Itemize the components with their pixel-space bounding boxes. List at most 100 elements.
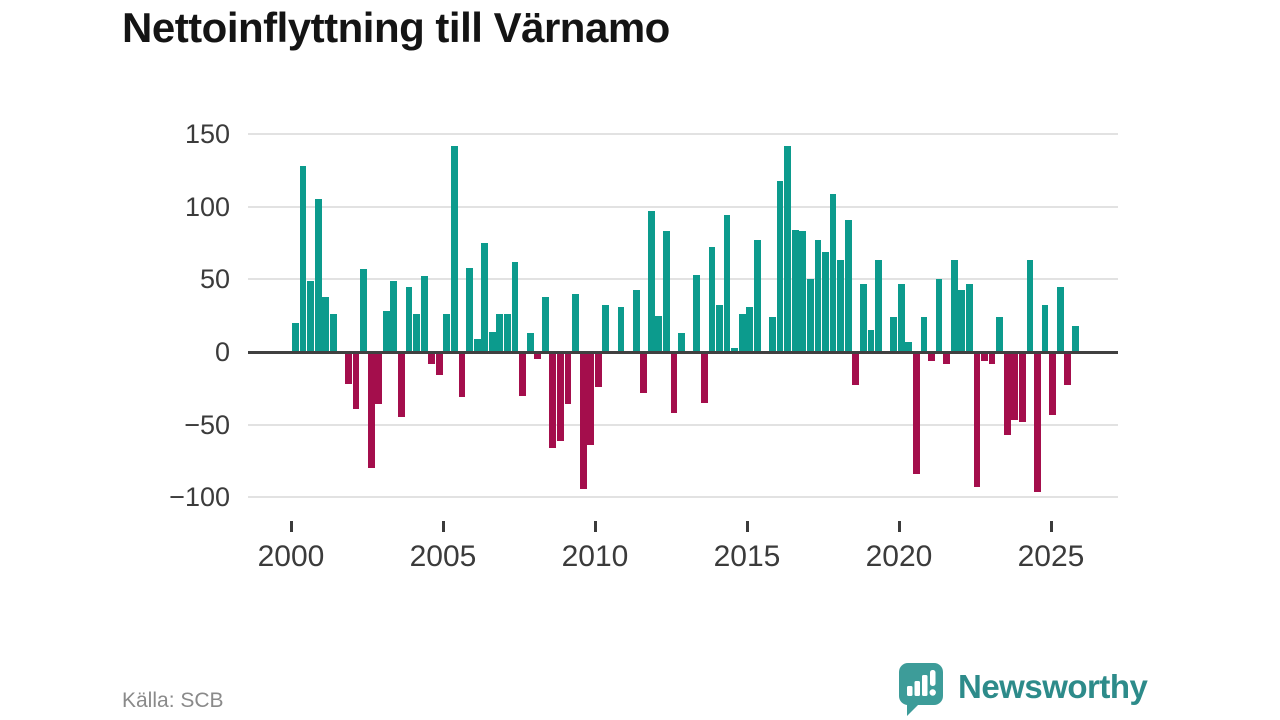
x-tick-label: 2000 xyxy=(257,540,325,573)
bar-negative xyxy=(352,353,360,409)
brand-logo: Newsworthy xyxy=(898,662,1148,718)
bar-negative xyxy=(594,353,602,387)
bar-positive xyxy=(716,305,723,352)
bar-positive xyxy=(905,341,913,352)
bar-negative xyxy=(670,353,678,414)
bar-negative xyxy=(345,353,352,385)
bar-positive xyxy=(504,314,511,352)
bar-negative xyxy=(912,353,920,475)
bar-positive xyxy=(935,279,943,352)
bar-positive xyxy=(806,279,814,352)
y-tick-label: −50 xyxy=(184,409,230,440)
bar-negative xyxy=(928,353,935,361)
bar-positive xyxy=(572,293,579,352)
bar-positive xyxy=(647,211,655,352)
bar-positive xyxy=(746,306,754,352)
bar-positive xyxy=(859,283,867,352)
x-tick-mark xyxy=(745,521,749,532)
bar-positive xyxy=(844,219,852,352)
x-tick-label: 2025 xyxy=(1017,540,1085,573)
x-tick-mark xyxy=(1049,521,1053,532)
y-tick-label: 0 xyxy=(214,337,230,367)
bar-negative xyxy=(943,353,951,364)
bar-positive xyxy=(307,280,314,352)
x-tick-label: 2015 xyxy=(713,540,781,573)
bar-negative xyxy=(1034,353,1041,492)
bar-positive xyxy=(822,251,829,352)
bar-positive xyxy=(466,267,473,352)
bar-chart-speech-bubble-icon xyxy=(898,663,943,716)
bar-positive xyxy=(965,283,973,352)
bar-positive xyxy=(897,283,905,352)
bar-positive xyxy=(496,314,504,352)
x-tick-label: 2005 xyxy=(409,540,477,573)
bar-negative xyxy=(700,353,708,403)
bar-negative xyxy=(852,353,860,386)
bar-positive xyxy=(420,276,428,352)
bar-positive xyxy=(473,338,481,352)
x-tick-mark xyxy=(593,521,597,532)
bar-negative xyxy=(519,353,526,396)
y-tick-label: 100 xyxy=(184,191,230,222)
bar-negative xyxy=(557,353,564,441)
bar-positive xyxy=(738,314,746,352)
bar-positive xyxy=(617,306,625,352)
bar-positive xyxy=(693,274,701,352)
bar-positive xyxy=(769,317,776,352)
bar-positive xyxy=(731,347,739,352)
bar-positive xyxy=(390,280,398,352)
bar-negative xyxy=(1003,353,1011,435)
bar-positive xyxy=(776,180,784,352)
bar-negative xyxy=(988,353,996,364)
bar-negative xyxy=(549,353,557,448)
y-gridline xyxy=(248,496,1118,499)
bar-negative xyxy=(579,353,587,489)
bar-positive xyxy=(950,260,958,352)
bar-negative xyxy=(587,353,595,446)
bar-positive xyxy=(481,243,489,352)
bar-positive xyxy=(1071,325,1079,352)
bar-negative xyxy=(398,353,405,418)
bar-negative xyxy=(458,353,466,398)
bar-positive xyxy=(1026,260,1034,352)
x-tick-label: 2010 xyxy=(561,540,629,573)
bar-positive xyxy=(413,314,420,352)
source-note: Källa: SCB xyxy=(122,689,224,712)
y-gridline xyxy=(248,133,1118,135)
bar-negative xyxy=(1064,353,1072,386)
bar-positive xyxy=(655,315,663,352)
bar-positive xyxy=(1041,305,1049,352)
bar-positive xyxy=(875,260,882,352)
bar-positive xyxy=(322,296,330,352)
brand-name: Newsworthy xyxy=(958,668,1148,705)
bar-negative xyxy=(435,353,443,376)
x-tick-mark xyxy=(441,521,445,532)
bar-positive xyxy=(360,269,367,352)
bar-positive xyxy=(678,333,685,352)
bar-positive xyxy=(867,330,875,352)
bar-negative xyxy=(1049,353,1057,415)
bar-positive xyxy=(784,145,792,352)
bar-positive xyxy=(443,314,451,352)
bar-positive xyxy=(405,286,413,352)
zero-axis-line xyxy=(248,350,1118,354)
bar-positive xyxy=(837,260,845,352)
bar-negative xyxy=(564,353,572,405)
bar-positive xyxy=(958,289,966,352)
bar-positive xyxy=(511,261,519,352)
bar-negative xyxy=(375,353,383,405)
y-tick-label: 50 xyxy=(199,264,230,295)
bar-negative xyxy=(981,353,988,361)
chart-title: Nettoinflyttning till Värnamo xyxy=(122,4,670,51)
bar-positive xyxy=(451,145,458,352)
bar-positive xyxy=(663,231,670,352)
bar-positive xyxy=(488,331,496,352)
bar-positive xyxy=(541,296,549,352)
x-tick-mark xyxy=(289,521,293,532)
y-gridline xyxy=(248,423,1118,426)
bar-positive xyxy=(526,333,534,352)
bar-positive xyxy=(799,231,807,352)
bar-positive xyxy=(632,289,640,352)
bar-positive xyxy=(920,317,928,352)
